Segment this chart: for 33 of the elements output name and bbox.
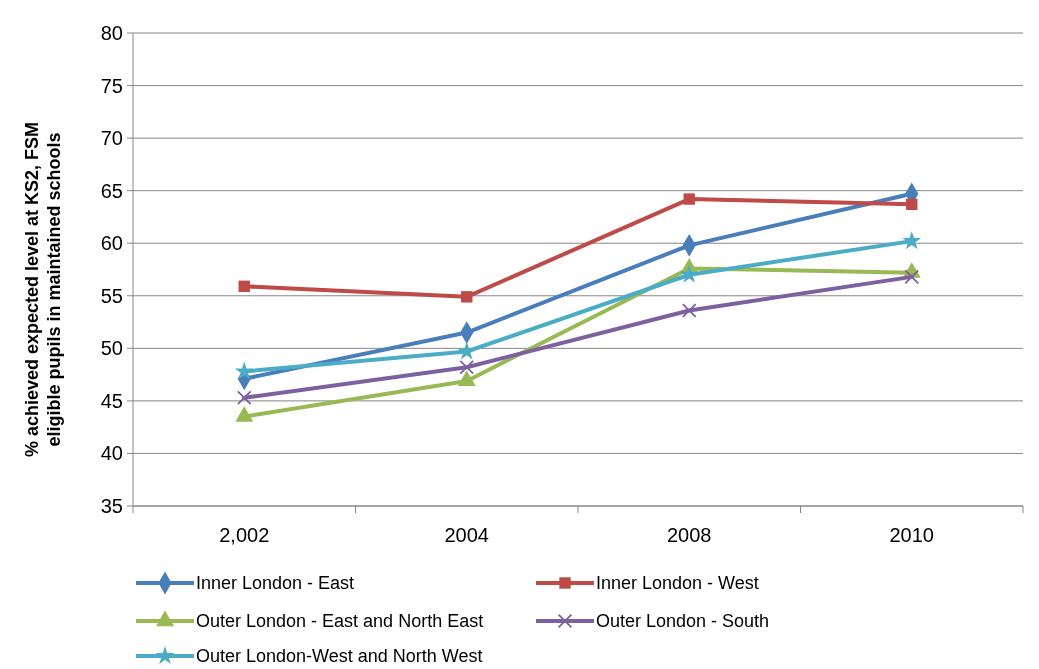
y-tick-label: 40 [100, 442, 123, 465]
point [234, 361, 254, 380]
y-tick-label: 35 [100, 495, 123, 517]
y-tick-label: 65 [100, 179, 123, 202]
legend-label: Inner London - West [596, 573, 759, 594]
x-tick-label: 2004 [444, 524, 489, 546]
legend-label: Outer London-West and North West [196, 646, 483, 667]
legend-label: Outer London - South [596, 611, 770, 632]
x-tick-label: 2010 [889, 524, 934, 546]
y-tick-label: 70 [100, 127, 123, 150]
y-tick-label: 60 [100, 232, 123, 255]
point [235, 406, 254, 422]
y-tick-label: 45 [100, 389, 123, 412]
y-tick-label: 80 [100, 22, 123, 44]
y-tick-label: 50 [100, 337, 123, 360]
legend-label: Outer London - East and North East [196, 611, 484, 632]
point [238, 280, 250, 293]
x-tick-label: 2,002 [219, 524, 270, 546]
y-tick-label: 55 [100, 284, 123, 307]
y-tick-label: 75 [100, 74, 123, 97]
y-axis-title: % achieved expected level at KS2, FSM eligible pupils in maintained schools [22, 121, 64, 458]
point [461, 291, 473, 303]
point [906, 198, 918, 211]
x-tick-label: 2008 [667, 524, 712, 546]
point [681, 303, 697, 318]
point [902, 231, 922, 250]
legend-label: Inner London - East [196, 573, 355, 594]
point [459, 359, 475, 375]
point [457, 370, 476, 387]
point [683, 193, 695, 205]
point [236, 390, 252, 406]
point [904, 269, 920, 285]
point [679, 264, 699, 283]
